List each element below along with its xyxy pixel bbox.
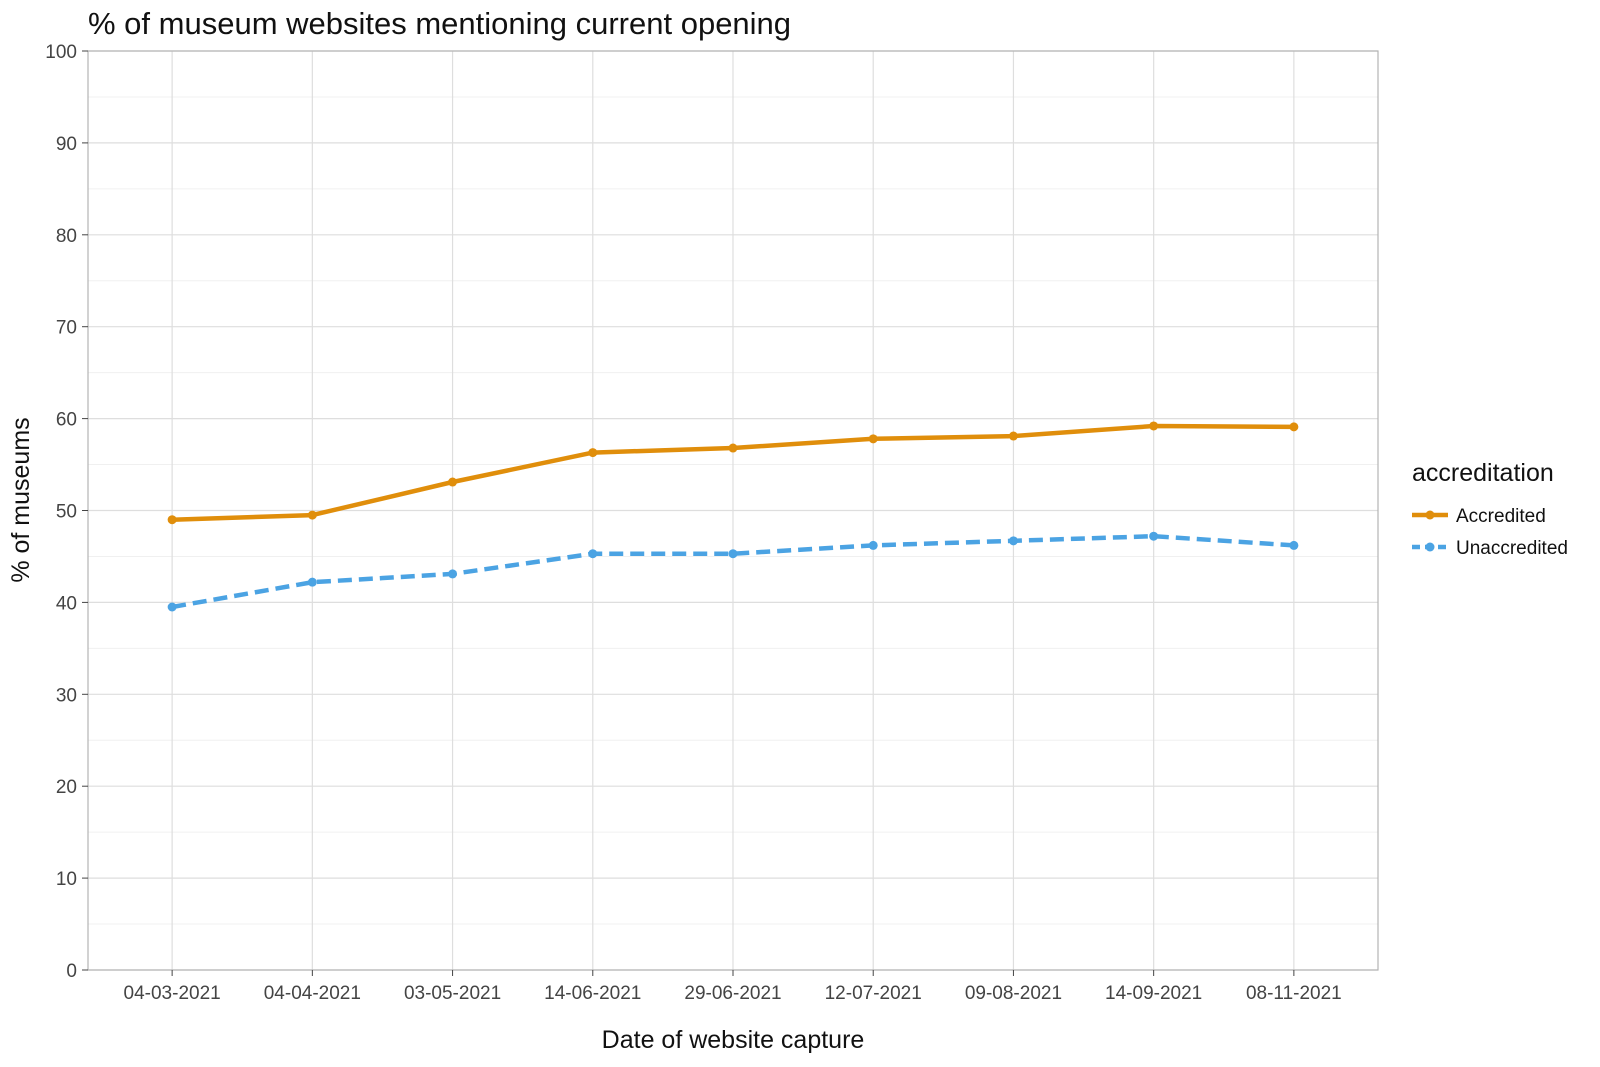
data-point-accredited [868,434,878,444]
y-tick-label: 20 [56,777,77,798]
y-tick-label: 80 [56,226,77,247]
x-tick-label: 08-11-2021 [1246,983,1342,1004]
x-tick-label: 14-06-2021 [544,983,641,1004]
y-tick-label: 50 [56,502,77,523]
legend-key-point-unaccredited [1425,542,1435,552]
data-point-unaccredited [1149,531,1159,541]
x-tick-label: 03-05-2021 [404,983,501,1004]
series-layer [167,421,1299,612]
data-point-unaccredited [307,577,317,587]
data-point-accredited [728,443,738,453]
x-tick-label: 04-03-2021 [124,983,221,1004]
y-tick-label: 30 [56,685,77,706]
y-tick-label: 100 [45,42,77,63]
y-tick-label: 60 [56,410,77,431]
x-tick-label: 09-08-2021 [965,983,1062,1004]
data-point-accredited [448,477,458,487]
x-tick-label: 29-06-2021 [684,983,781,1004]
data-point-unaccredited [728,549,738,559]
y-tick-label: 90 [56,134,77,155]
legend-label-unaccredited: Unaccredited [1456,538,1568,559]
data-point-accredited [167,515,177,525]
data-point-unaccredited [1289,540,1299,550]
chart-title: % of museum websites mentioning current … [88,6,791,41]
data-point-accredited [1149,421,1159,431]
y-axis-ticks: 0 10 20 30 40 50 60 70 80 90 100 [45,42,88,982]
grid [88,50,1378,971]
data-point-unaccredited [1008,536,1018,546]
legend: accreditation Accredited Unaccredited [1412,459,1568,559]
x-axis-ticks: 04-03-2021 04-04-2021 03-05-2021 14-06-2021… [124,970,1342,1004]
y-axis-title: % of museums [7,417,35,582]
legend-label-accredited: Accredited [1456,506,1546,527]
data-point-unaccredited [868,540,878,550]
data-point-unaccredited [588,549,598,559]
data-point-unaccredited [167,602,177,612]
x-tick-label: 14-09-2021 [1105,983,1202,1004]
y-tick-label: 70 [56,318,77,339]
x-tick-label: 04-04-2021 [264,983,361,1004]
series-line-unaccredited [171,533,1295,610]
data-point-accredited [1289,422,1299,432]
y-tick-label: 0 [66,961,77,982]
x-tick-label: 12-07-2021 [825,983,922,1004]
legend-title: accreditation [1412,459,1554,487]
data-point-accredited [307,510,317,520]
y-tick-label: 10 [56,869,77,890]
data-point-accredited [588,448,598,458]
y-tick-label: 40 [56,593,77,614]
data-point-accredited [1008,431,1018,441]
legend-key-point-accredited [1425,510,1435,520]
x-axis-title: Date of website capture [602,1026,865,1054]
data-point-unaccredited [448,569,458,579]
